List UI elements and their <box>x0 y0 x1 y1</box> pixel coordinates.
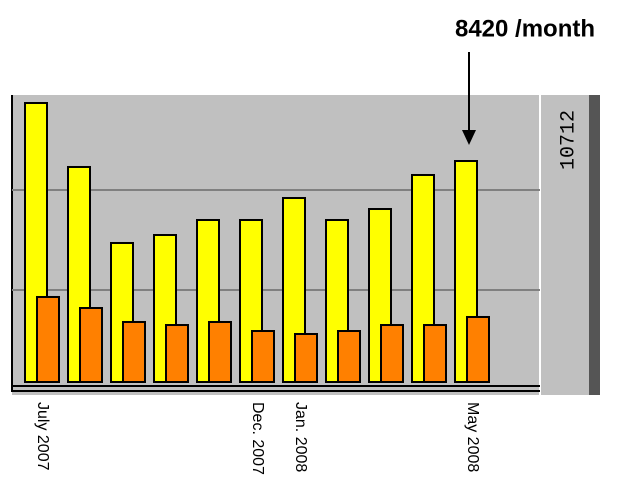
x-tick-label: July 2007 <box>34 402 51 471</box>
bar <box>380 324 404 384</box>
bar <box>165 324 189 384</box>
bar <box>423 324 447 384</box>
bar <box>36 295 60 383</box>
x-tick-label: May 2008 <box>464 402 481 472</box>
annotation-arrowhead <box>462 130 476 145</box>
x-tick-label: Dec. 2007 <box>249 402 266 475</box>
x-tick-label: Jan. 2008 <box>292 402 309 472</box>
bar <box>122 320 146 383</box>
bar <box>79 307 103 383</box>
bar <box>337 330 361 384</box>
side-panel-edge <box>589 95 600 395</box>
bar <box>466 315 490 384</box>
bar <box>208 320 232 383</box>
bar <box>251 330 275 384</box>
annotation: 8420 /month <box>455 15 595 42</box>
side-panel <box>541 95 589 395</box>
max-label: 10712 <box>557 110 580 170</box>
bar <box>294 332 318 384</box>
